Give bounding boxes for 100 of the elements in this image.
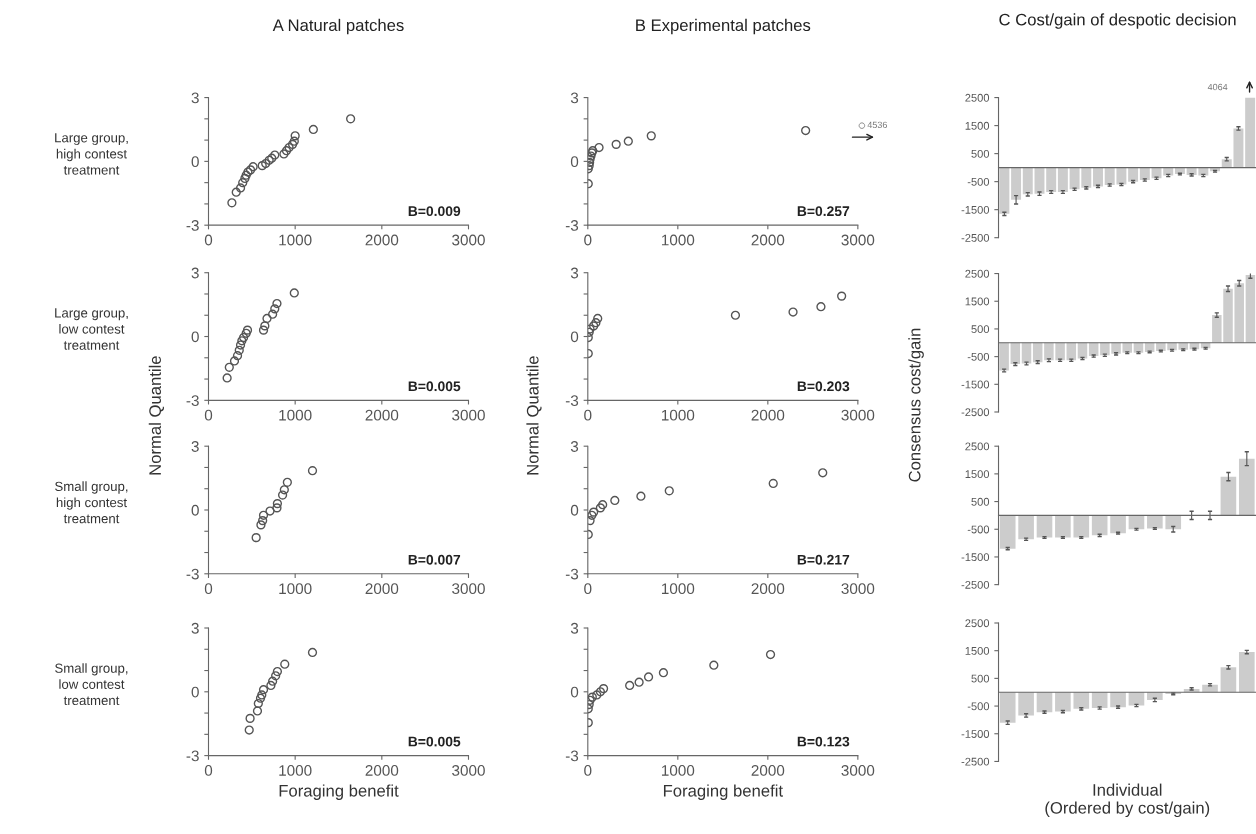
text: Small group, low contest treatment bbox=[55, 663, 128, 706]
x-tick-label: 1000 bbox=[279, 234, 312, 246]
y-tick-label: 3 bbox=[570, 441, 579, 452]
text: Small group, high contest treatment bbox=[55, 481, 128, 524]
x-tick-label: 2000 bbox=[751, 583, 785, 595]
y-tick-label: -1500 bbox=[961, 730, 990, 738]
y-tick-label: -1500 bbox=[961, 205, 990, 214]
y-tick-label: 0 bbox=[570, 156, 579, 168]
x-tick-label: 2000 bbox=[365, 583, 399, 595]
x-tick-label: 0 bbox=[204, 409, 213, 421]
x-tick-label: 3000 bbox=[452, 409, 485, 421]
y-tick-label: 2500 bbox=[965, 442, 990, 451]
annotation: B=0.123 bbox=[797, 736, 850, 747]
y-axis-title: Normal Quantile bbox=[148, 356, 164, 475]
y-tick-label: 3 bbox=[191, 92, 199, 104]
y-tick-label: 3 bbox=[570, 92, 579, 104]
x-tick-label: 1000 bbox=[661, 234, 695, 246]
y-tick-label: 0 bbox=[570, 686, 579, 698]
x-tick-label: 0 bbox=[204, 765, 213, 776]
chart-title: A Natural patches bbox=[272, 18, 404, 35]
y-tick-label: 3 bbox=[191, 441, 199, 452]
y-tick-label: -3 bbox=[186, 568, 199, 580]
x-tick-label: 2000 bbox=[751, 234, 785, 246]
x-tick-label: 3000 bbox=[841, 234, 875, 246]
chart-title: B Experimental patches bbox=[636, 18, 811, 35]
x-tick-label: 3000 bbox=[841, 583, 875, 595]
y-tick-label: -500 bbox=[967, 525, 990, 534]
x-tick-label: 0 bbox=[204, 234, 213, 246]
x-tick-label: 1000 bbox=[661, 409, 695, 421]
x-tick-label: 2000 bbox=[365, 765, 399, 776]
x-tick-label: 0 bbox=[584, 409, 592, 421]
y-tick-label: -3 bbox=[186, 750, 199, 762]
y-tick-label: 3 bbox=[191, 622, 199, 634]
x-axis-title: Foraging benefit bbox=[279, 784, 399, 800]
y-tick-label: -500 bbox=[967, 352, 990, 361]
y-tick-label: -3 bbox=[565, 395, 579, 407]
y-tick-label: 0 bbox=[191, 156, 199, 168]
y-tick-label: 500 bbox=[971, 497, 990, 506]
x-tick-label: 1000 bbox=[279, 409, 312, 421]
x-tick-label: 2000 bbox=[365, 234, 399, 246]
y-tick-label: -3 bbox=[186, 395, 199, 407]
y-tick-label: 2500 bbox=[965, 619, 990, 628]
x-axis-title: Foraging benefit bbox=[663, 784, 783, 800]
y-tick-label: -2500 bbox=[961, 580, 990, 589]
y-tick-label: 1500 bbox=[965, 470, 990, 479]
y-tick-label: -2500 bbox=[961, 757, 990, 766]
y-tick-label: 3 bbox=[570, 267, 579, 279]
y-tick-label: 1500 bbox=[965, 121, 990, 130]
x-tick-label: 1000 bbox=[279, 765, 312, 776]
y-tick-label: 500 bbox=[971, 149, 990, 158]
y-tick-label: -500 bbox=[967, 177, 990, 186]
x-tick-label: 0 bbox=[584, 234, 592, 246]
x-tick-label: 1000 bbox=[279, 583, 312, 595]
y-tick-label: -500 bbox=[967, 702, 990, 711]
y-tick-label: 500 bbox=[971, 325, 990, 334]
text: Large group, high contest treatment bbox=[55, 133, 128, 175]
x-tick-label: 0 bbox=[204, 583, 213, 595]
x-tick-label: 1000 bbox=[661, 583, 695, 595]
text: Large group, low contest treatment bbox=[55, 308, 128, 350]
x-tick-label: 3000 bbox=[452, 234, 485, 246]
annotation: B=0.203 bbox=[797, 381, 850, 392]
annotation: B=0.007 bbox=[408, 554, 461, 565]
y-tick-label: 1500 bbox=[965, 297, 990, 306]
text: 4536 bbox=[867, 121, 887, 129]
y-tick-label: 1500 bbox=[965, 646, 990, 655]
y-tick-label: 0 bbox=[191, 686, 199, 698]
x-tick-label: 3000 bbox=[841, 409, 875, 421]
y-axis-title: Consensus cost/gain bbox=[908, 328, 924, 482]
x-tick-label: 2000 bbox=[365, 409, 399, 421]
y-tick-label: -2500 bbox=[961, 408, 990, 417]
x-axis-title: Individual (Ordered by cost/gain) bbox=[1045, 783, 1210, 818]
x-tick-label: 0 bbox=[584, 765, 592, 776]
x-tick-label: 0 bbox=[584, 583, 592, 595]
x-tick-label: 3000 bbox=[452, 765, 485, 776]
annotation: B=0.217 bbox=[797, 554, 850, 565]
y-tick-label: -3 bbox=[186, 220, 199, 231]
y-tick-label: 0 bbox=[191, 504, 199, 516]
y-axis-title: Normal Quantile bbox=[526, 356, 542, 475]
y-tick-label: -1500 bbox=[961, 553, 990, 562]
y-tick-label: -2500 bbox=[961, 233, 990, 242]
y-tick-label: 2500 bbox=[965, 93, 990, 102]
x-tick-label: 2000 bbox=[751, 765, 785, 776]
y-tick-label: -3 bbox=[565, 220, 579, 231]
y-tick-label: 2500 bbox=[965, 269, 990, 278]
x-tick-label: 2000 bbox=[751, 409, 785, 421]
y-tick-label: -1500 bbox=[961, 380, 990, 389]
x-tick-label: 3000 bbox=[452, 583, 485, 595]
y-tick-label: -3 bbox=[565, 568, 579, 580]
text: 4064 bbox=[1207, 83, 1228, 91]
annotation: B=0.005 bbox=[408, 381, 461, 392]
annotation: B=0.009 bbox=[408, 206, 461, 217]
y-tick-label: 500 bbox=[971, 674, 990, 683]
y-tick-label: 3 bbox=[570, 622, 579, 634]
annotation: B=0.005 bbox=[408, 736, 461, 747]
x-tick-label: 3000 bbox=[841, 765, 875, 776]
chart-title: C Cost/gain of despotic decision bbox=[999, 13, 1236, 29]
y-tick-label: 0 bbox=[570, 504, 579, 516]
y-tick-label: 0 bbox=[570, 331, 579, 343]
x-tick-label: 1000 bbox=[661, 765, 695, 776]
y-tick-label: 3 bbox=[191, 267, 199, 279]
